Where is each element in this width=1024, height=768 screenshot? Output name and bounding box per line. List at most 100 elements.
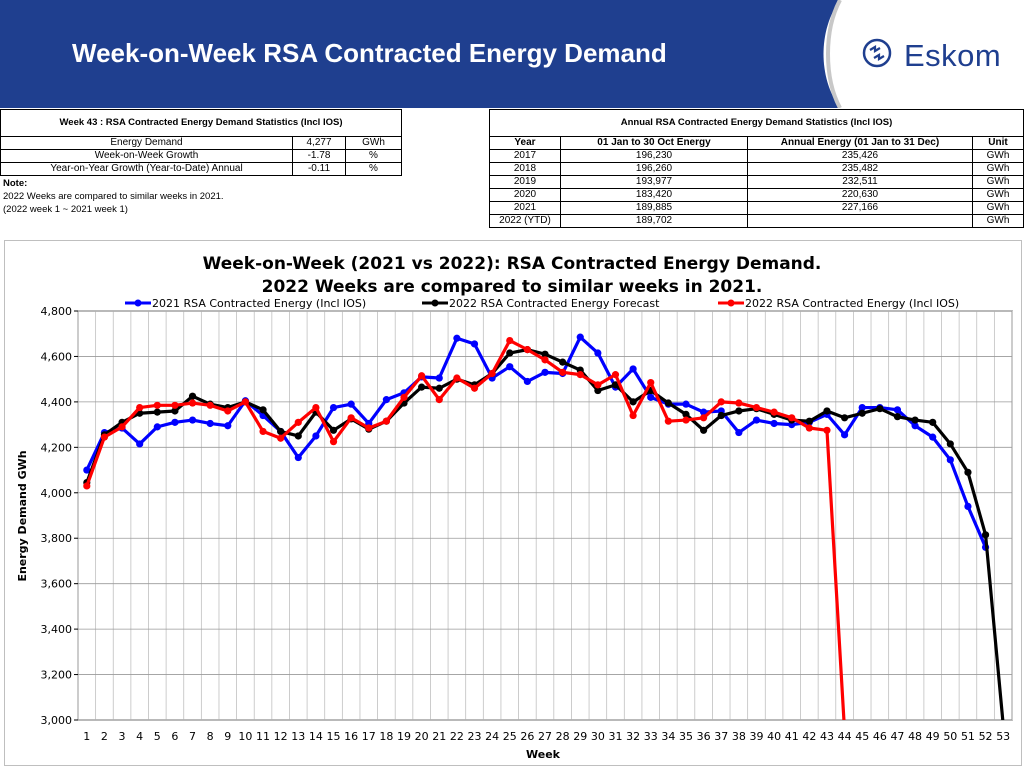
annual-stats-table: Annual RSA Contracted Energy Demand Stat… — [489, 109, 1024, 228]
legend-swatch-marker — [727, 299, 735, 307]
data-point — [259, 427, 267, 436]
x-tick-label: 38 — [732, 730, 746, 743]
data-point — [136, 440, 144, 448]
x-tick-label: 23 — [468, 730, 482, 743]
legend-label: 2022 RSA Contracted Energy Forecast — [449, 297, 660, 310]
table-row: 2022 (YTD) 189,702 GWh — [489, 214, 1024, 228]
note-line-2: (2022 week 1 ~ 2021 week 1) — [3, 204, 128, 215]
data-point — [206, 419, 214, 428]
data-point — [700, 414, 708, 422]
data-point — [805, 424, 813, 432]
data-point — [629, 365, 637, 373]
table-cell: GWh — [972, 214, 1024, 228]
y-tick-label: 3,400 — [41, 623, 73, 636]
data-point — [594, 349, 602, 357]
data-point — [770, 419, 778, 428]
data-point — [735, 428, 743, 437]
data-point — [171, 407, 179, 415]
data-point — [277, 434, 285, 442]
x-tick-label: 46 — [873, 730, 887, 743]
legend-label: 2022 RSA Contracted Energy (Incl IOS) — [745, 297, 959, 310]
data-point — [541, 356, 549, 364]
data-point — [153, 408, 161, 416]
data-point — [840, 414, 849, 422]
x-tick-label: 2 — [101, 730, 108, 743]
x-axis-label: Week — [526, 748, 561, 761]
logo-swoosh — [823, 0, 1024, 109]
y-tick-label: 4,800 — [41, 305, 73, 318]
data-point — [188, 392, 197, 400]
data-point — [506, 363, 514, 371]
data-point — [752, 403, 761, 412]
data-point — [382, 417, 390, 425]
data-point — [488, 369, 496, 378]
data-point — [964, 468, 972, 476]
x-tick-label: 41 — [785, 730, 799, 743]
data-point — [294, 453, 302, 462]
table-row: Energy Demand 4,277 GWh — [0, 136, 402, 150]
data-point — [453, 374, 461, 382]
data-point — [188, 399, 197, 407]
x-tick-label: 50 — [943, 730, 957, 743]
data-point — [611, 381, 620, 389]
table-row: Year-on-Year Growth (Year-to-Date) Annua… — [0, 162, 402, 176]
x-tick-label: 9 — [224, 730, 231, 743]
data-point — [559, 368, 567, 376]
table-cell: Year-on-Year Growth (Year-to-Date) Annua… — [0, 162, 293, 176]
data-point — [946, 456, 954, 464]
x-tick-label: 44 — [838, 730, 852, 743]
data-point — [893, 413, 902, 421]
x-tick-label: 7 — [189, 730, 196, 743]
data-point — [700, 426, 708, 434]
data-point — [435, 374, 443, 382]
data-point — [347, 400, 355, 408]
data-point — [470, 340, 479, 348]
x-tick-label: 5 — [154, 730, 161, 743]
y-tick-label: 4,400 — [41, 396, 73, 409]
data-point — [876, 405, 884, 413]
data-point — [188, 416, 197, 424]
legend: 2021 RSA Contracted Energy (Incl IOS) 202… — [125, 297, 959, 310]
eskom-logo-icon — [862, 38, 892, 68]
x-tick-label: 26 — [520, 730, 534, 743]
data-point — [365, 424, 373, 432]
series-line — [85, 335, 988, 548]
data-point — [224, 422, 232, 430]
y-tick-label: 4,200 — [41, 441, 73, 454]
x-tick-label: 12 — [274, 730, 288, 743]
chart-subtitle: 2022 Weeks are compared to similar weeks… — [262, 277, 763, 297]
x-tick-label: 17 — [362, 730, 376, 743]
table-cell: % — [345, 162, 402, 176]
y-tick-label: 4,600 — [41, 350, 73, 363]
note-label: Note: — [3, 178, 28, 189]
data-point — [858, 409, 866, 417]
data-point — [506, 336, 514, 345]
data-point — [929, 433, 937, 441]
data-point — [312, 403, 320, 412]
data-point — [400, 393, 408, 401]
table-cell: 2022 (YTD) — [489, 214, 561, 228]
x-tick-label: 43 — [820, 730, 834, 743]
data-point — [823, 426, 831, 434]
data-point — [312, 432, 320, 440]
data-point — [893, 406, 902, 414]
data-point — [788, 414, 796, 422]
data-point — [594, 381, 602, 389]
data-point — [946, 440, 954, 448]
x-tick-label: 21 — [432, 730, 446, 743]
x-tick-label: 39 — [749, 730, 763, 743]
data-point — [682, 410, 690, 418]
x-tick-label: 18 — [379, 730, 393, 743]
x-tick-label: 45 — [855, 730, 869, 743]
data-point — [418, 372, 426, 380]
x-tick-label: 8 — [207, 730, 214, 743]
weekly-table-title: Week 43 : RSA Contracted Energy Demand S… — [0, 109, 402, 137]
y-tick-label: 3,600 — [41, 578, 73, 591]
data-point — [100, 433, 109, 441]
logo-text: Eskom — [904, 38, 1002, 73]
y-tick-label: 4,000 — [41, 487, 73, 500]
x-tick-label: 37 — [714, 730, 728, 743]
data-point — [735, 407, 743, 415]
data-point — [206, 401, 214, 409]
